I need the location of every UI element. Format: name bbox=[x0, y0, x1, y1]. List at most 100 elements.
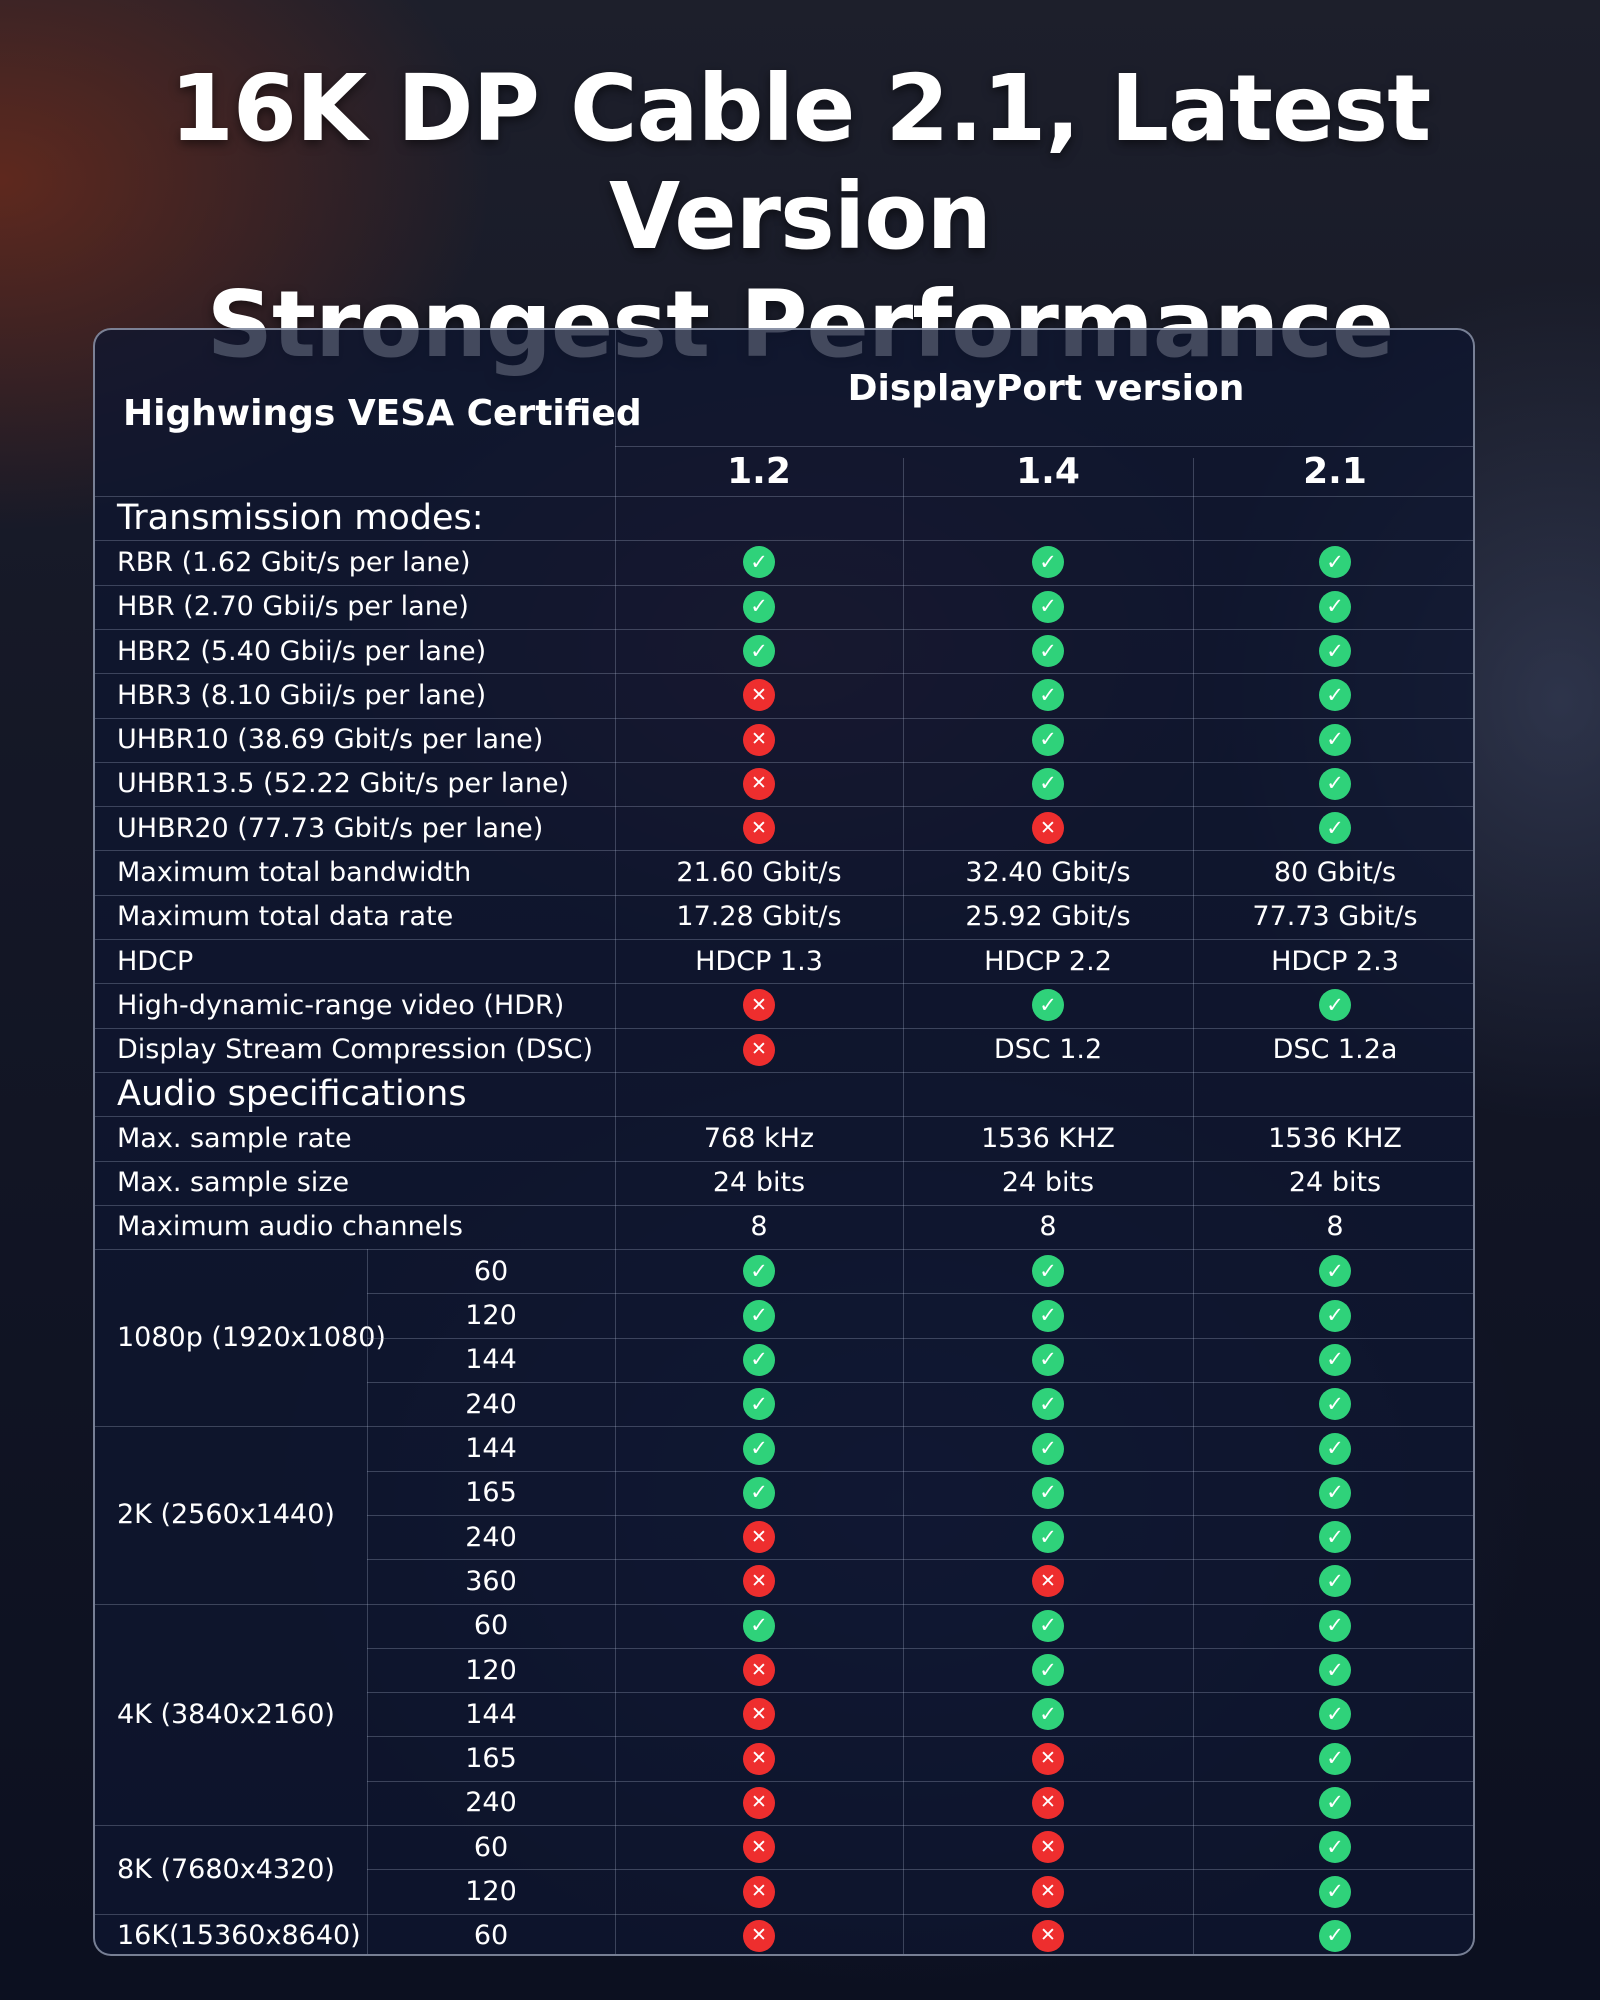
refresh-rate-label-text: 60 bbox=[473, 1255, 509, 1287]
row-divider bbox=[95, 584, 1473, 586]
value-cell-text: 24 bits bbox=[1288, 1167, 1382, 1199]
value-cell-text: HDCP 2.2 bbox=[984, 945, 1112, 977]
spec-row-label-text: HDCP bbox=[117, 945, 194, 977]
supported-cell: ✓ bbox=[615, 585, 903, 629]
refresh-rate-label: 60 bbox=[367, 1249, 615, 1293]
spec-row-label: RBR (1.62 Gbit/s per lane) bbox=[117, 540, 615, 584]
check-icon: ✓ bbox=[1319, 1742, 1351, 1775]
resolution-group-label-text: 16K(15360x8640) bbox=[117, 1920, 361, 1952]
check-icon: ✓ bbox=[1319, 989, 1351, 1022]
value-cell-text: 25.92 Gbit/s bbox=[965, 901, 1131, 933]
row-divider bbox=[95, 673, 1473, 675]
value-cell-text: 17.28 Gbit/s bbox=[676, 901, 842, 933]
spec-row-label: Display Stream Compression (DSC) bbox=[117, 1028, 615, 1072]
unsupported-cell: ✕ bbox=[903, 1914, 1193, 1954]
refresh-rate-label: 144 bbox=[367, 1338, 615, 1382]
spec-row-label: UHBR10 (38.69 Gbit/s per lane) bbox=[117, 718, 615, 762]
row-divider bbox=[367, 1869, 1473, 1871]
refresh-rate-label: 240 bbox=[367, 1382, 615, 1426]
supported-cell: ✓ bbox=[1193, 1559, 1473, 1603]
spec-row-label-text: UHBR10 (38.69 Gbit/s per lane) bbox=[117, 724, 544, 756]
cross-icon: ✕ bbox=[743, 1831, 775, 1864]
row-divider bbox=[95, 628, 1473, 630]
supported-cell: ✓ bbox=[1193, 1249, 1473, 1293]
refresh-rate-label-text: 240 bbox=[465, 1521, 517, 1553]
refresh-rate-label-text: 120 bbox=[465, 1654, 517, 1686]
cross-icon: ✕ bbox=[743, 1521, 775, 1554]
check-icon: ✓ bbox=[1319, 1875, 1351, 1908]
value-cell-text: 32.40 Gbit/s bbox=[965, 857, 1131, 889]
supported-cell: ✓ bbox=[1193, 1426, 1473, 1470]
check-icon: ✓ bbox=[743, 1476, 775, 1509]
audio-row-label-text: Maximum audio channels bbox=[117, 1211, 463, 1243]
check-icon: ✓ bbox=[743, 1388, 775, 1421]
supported-cell: ✓ bbox=[1193, 762, 1473, 806]
row-divider bbox=[367, 1293, 1473, 1295]
spec-row-label-text: High-dynamic-range video (HDR) bbox=[117, 989, 565, 1021]
check-icon: ✓ bbox=[1319, 1831, 1351, 1864]
value-cell-text: 1536 KHZ bbox=[1268, 1122, 1402, 1154]
cross-icon: ✕ bbox=[1032, 1831, 1064, 1864]
value-cell-text: 24 bits bbox=[1001, 1167, 1095, 1199]
value-cell: 8 bbox=[903, 1205, 1193, 1249]
supported-cell: ✓ bbox=[1193, 806, 1473, 850]
unsupported-cell: ✕ bbox=[615, 1736, 903, 1780]
supported-cell: ✓ bbox=[1193, 1736, 1473, 1780]
check-icon: ✓ bbox=[1032, 767, 1064, 800]
value-cell: DSC 1.2a bbox=[1193, 1028, 1473, 1072]
check-icon: ✓ bbox=[1319, 812, 1351, 845]
unsupported-cell: ✕ bbox=[615, 673, 903, 717]
refresh-rate-label-text: 240 bbox=[465, 1388, 517, 1420]
comparison-table: Highwings VESA Certified DisplayPort vers… bbox=[93, 328, 1475, 1956]
value-cell: 77.73 Gbit/s bbox=[1193, 895, 1473, 939]
check-icon: ✓ bbox=[1319, 723, 1351, 756]
check-icon: ✓ bbox=[743, 1299, 775, 1332]
spec-row-label: HBR (2.70 Gbii/s per lane) bbox=[117, 585, 615, 629]
check-icon: ✓ bbox=[1032, 1698, 1064, 1731]
row-divider bbox=[367, 1692, 1473, 1694]
supported-cell: ✓ bbox=[1193, 1382, 1473, 1426]
row-divider bbox=[95, 1027, 1473, 1029]
row-divider bbox=[95, 1116, 1473, 1118]
row-divider bbox=[367, 1736, 1473, 1738]
resolution-group-label: 16K(15360x8640) bbox=[117, 1914, 367, 1954]
spec-row-label: Maximum total data rate bbox=[117, 895, 615, 939]
audio-row-label: Max. sample rate bbox=[117, 1116, 615, 1160]
check-icon: ✓ bbox=[743, 1609, 775, 1642]
value-cell-text: 21.60 Gbit/s bbox=[676, 857, 842, 889]
value-cell: HDCP 1.3 bbox=[615, 939, 903, 983]
cross-icon: ✕ bbox=[743, 1742, 775, 1775]
supported-cell: ✓ bbox=[615, 1426, 903, 1470]
spec-row-label: UHBR13.5 (52.22 Gbit/s per lane) bbox=[117, 762, 615, 806]
check-icon: ✓ bbox=[1032, 1654, 1064, 1687]
check-icon: ✓ bbox=[1032, 1388, 1064, 1421]
supported-cell: ✓ bbox=[903, 762, 1193, 806]
cross-icon: ✕ bbox=[743, 989, 775, 1022]
supported-cell: ✓ bbox=[615, 1338, 903, 1382]
section-transmission-text: Transmission modes: bbox=[117, 498, 484, 539]
refresh-rate-label: 120 bbox=[367, 1869, 615, 1913]
row-divider bbox=[367, 1559, 1473, 1561]
row-divider bbox=[95, 1825, 1473, 1827]
check-icon: ✓ bbox=[1319, 1255, 1351, 1288]
supported-cell: ✓ bbox=[903, 1692, 1193, 1736]
check-icon: ✓ bbox=[1032, 1299, 1064, 1332]
supported-cell: ✓ bbox=[1193, 540, 1473, 584]
supported-cell: ✓ bbox=[903, 983, 1193, 1027]
refresh-rate-label: 240 bbox=[367, 1515, 615, 1559]
check-icon: ✓ bbox=[1032, 1609, 1064, 1642]
value-cell-text: HDCP 1.3 bbox=[695, 945, 823, 977]
spec-row-label-text: Maximum total bandwidth bbox=[117, 857, 472, 889]
supported-cell: ✓ bbox=[903, 1471, 1193, 1515]
unsupported-cell: ✕ bbox=[615, 806, 903, 850]
resolution-group-label: 2K (2560x1440) bbox=[117, 1426, 367, 1603]
refresh-rate-label: 120 bbox=[367, 1648, 615, 1692]
row-divider bbox=[95, 850, 1473, 852]
value-cell-text: HDCP 2.3 bbox=[1271, 945, 1399, 977]
refresh-rate-label: 240 bbox=[367, 1781, 615, 1825]
unsupported-cell: ✕ bbox=[615, 1515, 903, 1559]
unsupported-cell: ✕ bbox=[903, 1781, 1193, 1825]
supported-cell: ✓ bbox=[1193, 1692, 1473, 1736]
supported-cell: ✓ bbox=[1193, 983, 1473, 1027]
supported-cell: ✓ bbox=[903, 1426, 1193, 1470]
